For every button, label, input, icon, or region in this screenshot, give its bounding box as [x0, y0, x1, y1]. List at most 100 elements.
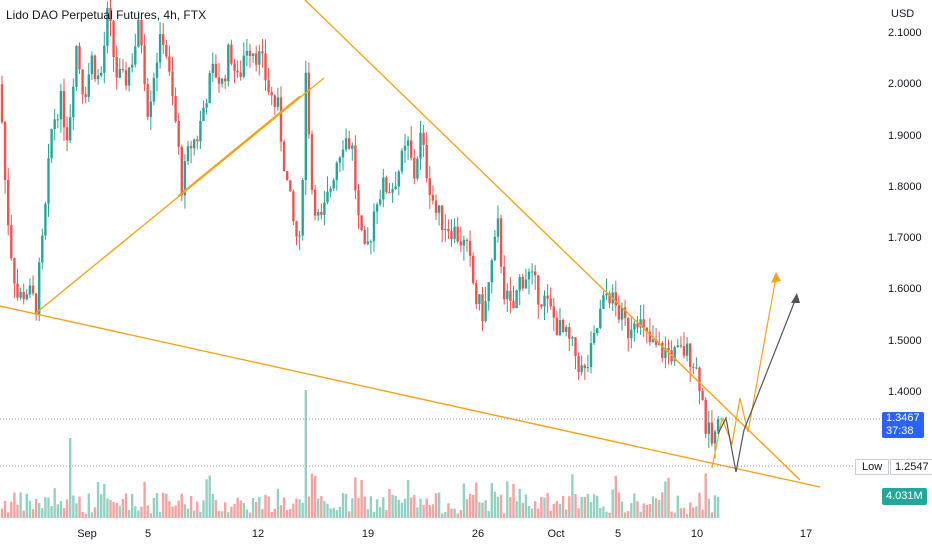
candle-body	[642, 319, 645, 328]
candle-body	[549, 298, 552, 307]
volume-bar	[459, 510, 462, 518]
x-tick-label: 19	[361, 528, 375, 540]
candle-body	[499, 218, 503, 267]
volume-bar	[301, 502, 304, 518]
candle-body	[193, 139, 196, 149]
candle-body	[689, 343, 692, 367]
volume-bar	[468, 493, 472, 518]
candle-body	[530, 271, 534, 273]
candle-body	[614, 292, 617, 306]
trendline	[0, 305, 821, 488]
volume-bar	[121, 499, 125, 518]
candle-body	[441, 205, 444, 231]
candle-body	[571, 337, 574, 339]
candle-body	[289, 180, 292, 192]
bullish-projection-dark	[717, 297, 797, 473]
volume-bar	[72, 495, 75, 518]
volume-bar	[537, 508, 540, 518]
candle-body	[217, 77, 221, 84]
volume-bar	[667, 477, 670, 518]
candle-body	[137, 19, 140, 47]
volume-bar	[456, 513, 459, 518]
volume-bar	[503, 513, 506, 518]
volume-bar	[357, 498, 360, 518]
candle-body	[28, 285, 32, 295]
volume-bar	[87, 493, 90, 518]
volume-bar	[69, 438, 72, 518]
candle-body	[270, 92, 273, 96]
volume-bar	[515, 501, 518, 518]
volume-bars	[0, 390, 720, 518]
volume-bar	[403, 498, 407, 518]
candle-body	[233, 63, 236, 71]
volume-bar	[140, 506, 143, 518]
volume-bar	[512, 483, 515, 518]
last-price-value: 1.3467	[886, 412, 920, 424]
volume-bar	[186, 508, 190, 518]
candle-body	[453, 226, 456, 240]
candle-body	[620, 307, 624, 320]
candle-body	[149, 101, 152, 117]
volume-bar	[115, 502, 118, 518]
volume-bar	[410, 497, 413, 518]
candle-body	[716, 418, 720, 432]
volume-bar	[623, 512, 627, 518]
volume-bar	[248, 512, 252, 518]
volume-bar	[369, 496, 373, 518]
volume-bar	[444, 511, 447, 518]
volume-bar	[100, 494, 103, 518]
volume-bar	[171, 506, 174, 518]
volume-bar	[465, 499, 469, 518]
volume-bar	[127, 509, 131, 518]
candle-body	[419, 132, 422, 159]
last-price-tag: 1.3467 37:38	[882, 412, 924, 438]
candle-body	[503, 266, 506, 300]
candle-body	[332, 180, 335, 189]
candle-body	[490, 260, 493, 283]
candle-body	[447, 228, 450, 231]
volume-bar	[208, 475, 211, 518]
candle-body	[493, 236, 497, 261]
volume-bar	[174, 505, 177, 518]
volume-bar	[258, 497, 261, 518]
volume-bar	[84, 513, 87, 518]
candle-body	[524, 279, 528, 289]
candle-body	[227, 44, 230, 82]
volume-bar	[692, 507, 695, 518]
candle-body	[676, 345, 679, 348]
volume-bar	[286, 509, 289, 518]
volume-bar	[93, 507, 97, 518]
low-label: Low	[855, 459, 890, 475]
candle-body	[121, 69, 125, 71]
candle-body	[639, 319, 642, 328]
volume-bar	[242, 503, 245, 518]
candle-body	[351, 145, 354, 149]
candle-body	[50, 129, 53, 159]
candle-body	[81, 69, 84, 95]
candle-body	[90, 55, 94, 75]
volume-bar	[416, 507, 419, 518]
volume-bar	[530, 508, 534, 518]
candle-body	[527, 271, 531, 280]
volume-bar	[645, 504, 648, 518]
candle-body	[664, 347, 667, 359]
candle-body	[341, 149, 345, 158]
candle-body	[397, 171, 400, 187]
candle-body	[65, 127, 69, 141]
volume-bar	[90, 512, 94, 518]
volume-bar	[10, 501, 13, 518]
volume-bar	[698, 492, 701, 518]
volume-bar	[363, 496, 366, 518]
volume-bar	[205, 479, 208, 518]
candle-body	[592, 333, 596, 344]
volume-bar	[239, 500, 242, 518]
volume-bar	[202, 500, 205, 518]
candle-body	[103, 45, 106, 73]
volume-bar	[7, 512, 10, 518]
volume-bar	[199, 511, 202, 518]
volume-bar	[137, 510, 140, 518]
candle-body	[152, 77, 156, 102]
volume-bar	[0, 508, 4, 518]
volume-bar	[177, 500, 180, 518]
